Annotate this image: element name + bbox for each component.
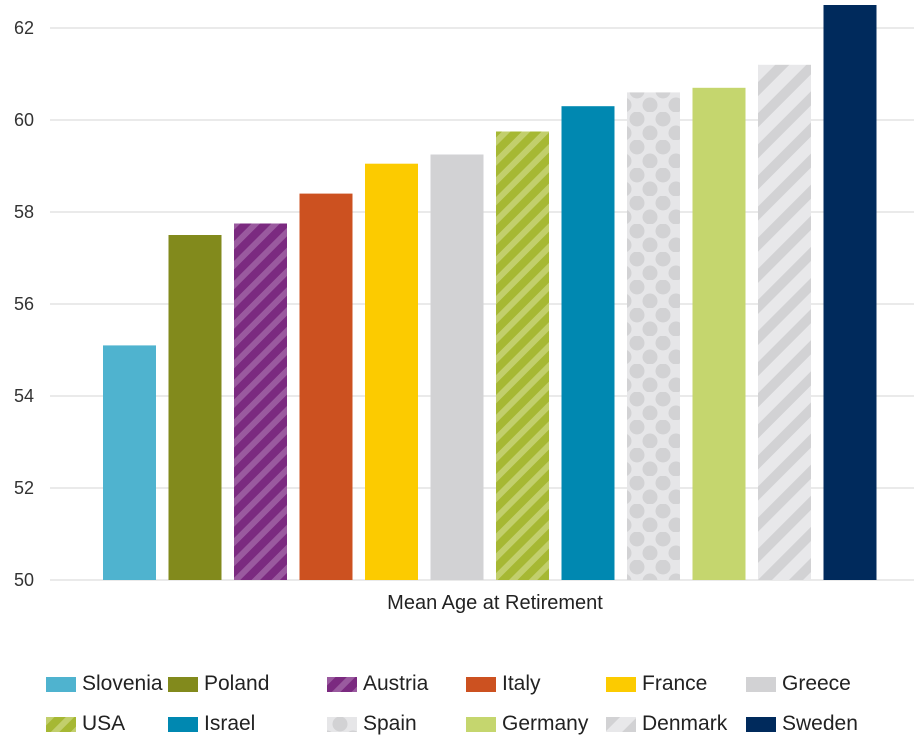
legend-label: Sweden xyxy=(782,712,858,735)
legend-item-germany: Germany xyxy=(466,708,588,740)
legend-swatch xyxy=(327,676,357,692)
bar-austria xyxy=(234,223,287,580)
legend-label: Italy xyxy=(502,672,541,695)
legend-swatch xyxy=(327,716,357,732)
bar-italy xyxy=(299,193,353,580)
bar-usa xyxy=(496,131,549,580)
y-tick-label: 60 xyxy=(14,110,34,130)
bar-slovenia xyxy=(103,345,156,580)
y-tick-label: 50 xyxy=(14,570,34,590)
legend-item-poland: Poland xyxy=(168,668,269,700)
bars xyxy=(103,5,877,581)
legend-item-usa: USA xyxy=(46,708,125,740)
legend-label: Poland xyxy=(204,672,270,695)
legend-swatch xyxy=(46,716,76,732)
legend-swatch xyxy=(168,676,198,692)
legend-label: Germany xyxy=(502,712,589,735)
legend-label: Israel xyxy=(204,712,256,735)
legend-item-italy: Italy xyxy=(466,668,541,700)
legend-item-sweden: Sweden xyxy=(746,708,858,740)
y-tick-label: 54 xyxy=(14,386,34,406)
bar-sweden xyxy=(823,5,877,580)
legend-label: Spain xyxy=(363,712,417,735)
legend-label: USA xyxy=(82,712,126,735)
legend-item-austria: Austria xyxy=(327,668,428,700)
legend-item-spain: Spain xyxy=(327,708,417,740)
legend-label: Austria xyxy=(363,672,429,695)
legend-label: France xyxy=(642,672,708,695)
y-tick-label: 58 xyxy=(14,202,34,222)
legend-swatch xyxy=(746,676,776,692)
legend-item-slovenia: Slovenia xyxy=(46,668,163,700)
bar-chart: 50 52 54 56 58 60 62 Mean Age at Retirement xyxy=(14,5,914,614)
y-axis-tick-labels: 50 52 54 56 58 60 62 xyxy=(14,18,34,590)
y-tick-label: 62 xyxy=(14,18,34,38)
legend-swatch xyxy=(46,676,76,692)
y-tick-label: 52 xyxy=(14,478,34,498)
legend-swatch xyxy=(606,676,636,692)
legend-label: Greece xyxy=(782,672,851,695)
legend-item-israel: Israel xyxy=(168,708,255,740)
legend-item-greece: Greece xyxy=(746,668,851,700)
bar-israel xyxy=(561,106,615,580)
legend-label: Slovenia xyxy=(82,672,163,695)
bar-poland xyxy=(168,235,222,580)
legend-swatch xyxy=(168,716,198,732)
bar-germany xyxy=(692,87,746,581)
legend-swatch xyxy=(466,716,496,732)
bar-spain xyxy=(627,92,680,581)
bar-greece xyxy=(430,154,484,580)
legend-item-denmark: Denmark xyxy=(606,708,727,740)
bar-france xyxy=(365,163,418,580)
bar-denmark xyxy=(758,64,811,581)
x-axis-title: Mean Age at Retirement xyxy=(387,592,603,614)
legend-swatch xyxy=(466,676,496,692)
legend-label: Denmark xyxy=(642,712,728,735)
y-tick-label: 56 xyxy=(14,294,34,314)
legend-swatch xyxy=(746,716,776,732)
legend-item-france: France xyxy=(606,668,707,700)
legend-swatch xyxy=(606,716,636,732)
